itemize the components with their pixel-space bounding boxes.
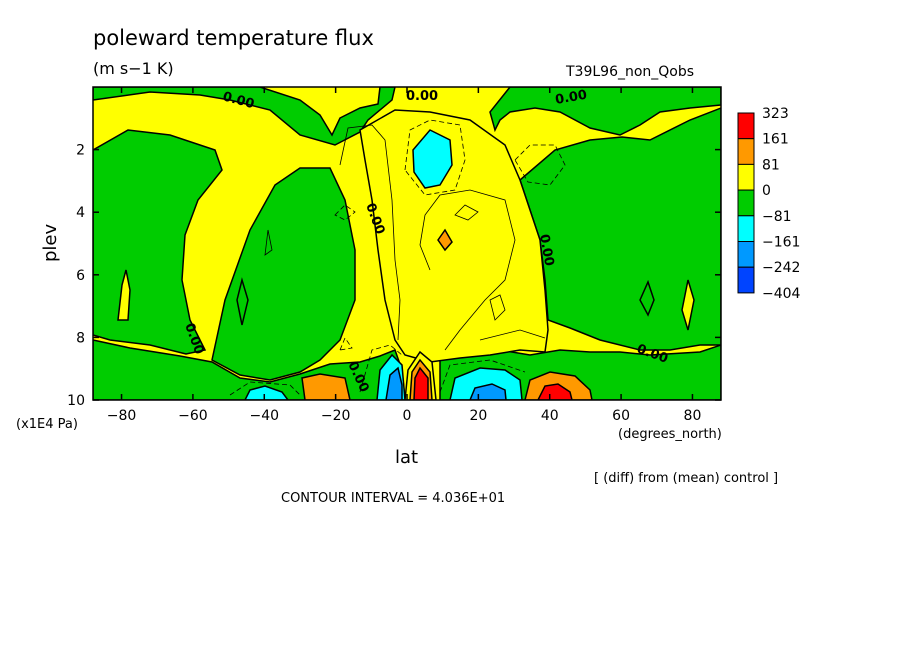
x-tick-label: 80 xyxy=(684,408,702,424)
region-cyan-top xyxy=(412,129,453,189)
region-orange-diamond xyxy=(437,228,453,252)
contour-interval: CONTOUR INTERVAL = 4.036E+01 xyxy=(281,491,505,506)
contour-label: 0.00 xyxy=(406,89,438,104)
colorbar-swatch xyxy=(737,215,755,243)
colorbar: 323 161 81 0 −81 −161 −242 −404 xyxy=(737,106,801,302)
colorbar-label: −81 xyxy=(762,209,792,225)
y-tick-label: 2 xyxy=(76,143,85,159)
colorbar-label: −161 xyxy=(762,235,800,251)
colorbar-label: 161 xyxy=(762,132,789,148)
x-tick-label: −60 xyxy=(178,408,208,424)
region-green-small-2 xyxy=(236,277,249,326)
x-axis: −80 −60 −40 −20 0 20 40 60 80 xyxy=(107,87,702,424)
x-tick-label: −80 xyxy=(107,408,137,424)
colorbar-label: 0 xyxy=(762,183,771,199)
colorbar-swatch xyxy=(737,138,755,165)
run-label: T39L96_non_Qobs xyxy=(565,64,694,80)
colorbar-swatch xyxy=(737,241,755,268)
colorbar-swatch xyxy=(737,163,755,191)
region-yellow-island-1 xyxy=(117,269,131,321)
minor-contours xyxy=(264,124,546,351)
y-tick-label: 4 xyxy=(76,205,85,221)
contour-label: 0.00 xyxy=(554,88,588,108)
dashed-contours xyxy=(229,119,566,396)
x-axis-title: lat xyxy=(395,447,418,468)
x-tick-label: −40 xyxy=(249,408,279,424)
chart-title: poleward temperature flux xyxy=(93,26,374,50)
region-yellow-island-2 xyxy=(681,279,695,331)
y-tick-label: 6 xyxy=(76,268,85,284)
y-axis-title: plev xyxy=(40,223,61,262)
colorbar-swatch xyxy=(737,266,755,294)
x-tick-label: 40 xyxy=(541,408,559,424)
x-axis-units: (degrees_north) xyxy=(618,427,722,442)
contour-field xyxy=(92,86,722,401)
colorbar-swatch xyxy=(737,112,755,140)
region-green-small-3 xyxy=(639,279,655,317)
footnote: [ (diff) from (mean) control ] xyxy=(594,471,778,486)
x-tick-label: 60 xyxy=(612,408,630,424)
region-green-top-right xyxy=(489,87,721,136)
region-green-top-left xyxy=(93,87,396,146)
colorbar-label: 323 xyxy=(762,106,789,122)
colorbar-label: −404 xyxy=(762,286,801,302)
region-green-left2 xyxy=(211,167,356,381)
region-blue-bottom-mid xyxy=(385,366,403,400)
colorbar-label: −242 xyxy=(762,260,800,276)
region-red-peak xyxy=(413,366,429,400)
y-tick-label: 8 xyxy=(76,330,85,346)
region-orange-bottom-left xyxy=(301,373,351,400)
y-tick-label: 10 xyxy=(67,393,85,409)
x-tick-label: −20 xyxy=(321,408,351,424)
contour-label: 0.00 xyxy=(536,233,556,267)
y-axis-units: (x1E4 Pa) xyxy=(16,417,78,432)
y-axis: 2 4 6 8 10 xyxy=(67,143,721,409)
region-cyan-bottom-left xyxy=(244,385,289,400)
x-tick-label: 20 xyxy=(469,408,487,424)
colorbar-label: 81 xyxy=(762,157,780,173)
chart-units: (m s−1 K) xyxy=(93,59,174,78)
x-tick-label: 0 xyxy=(403,408,412,424)
colorbar-swatch xyxy=(737,189,755,217)
region-red-bottom-right xyxy=(537,383,573,400)
